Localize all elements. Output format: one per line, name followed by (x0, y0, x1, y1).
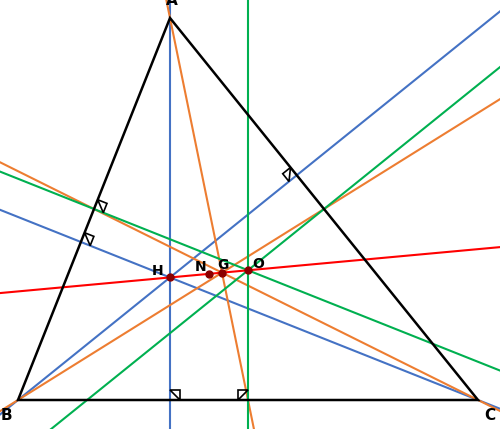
Text: C: C (484, 408, 495, 423)
Text: G: G (218, 258, 228, 272)
Text: N: N (195, 260, 207, 274)
Text: A: A (166, 0, 178, 8)
Text: B: B (0, 408, 12, 423)
Text: O: O (252, 257, 264, 271)
Text: H: H (152, 264, 164, 278)
